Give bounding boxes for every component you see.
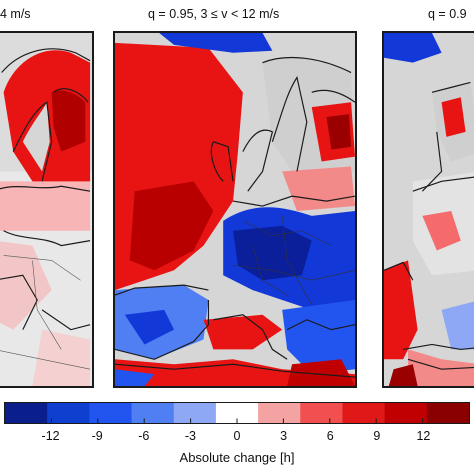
colorbar-tick-label: 0	[233, 429, 241, 443]
colorbar-tick-label: -6	[138, 429, 150, 443]
panel-title-center: q = 0.95, 3 ≤ v < 12 m/s	[148, 7, 280, 21]
colorbar-tick-label: 9	[373, 429, 381, 443]
colorbar-segment	[300, 403, 343, 423]
colorbar-svg	[5, 403, 469, 423]
panel-title-right: q = 0.9	[428, 7, 467, 21]
colorbar-segment	[131, 403, 175, 423]
map-panel-center	[113, 31, 357, 388]
colorbar-segment	[215, 403, 259, 423]
map-right-svg	[384, 33, 474, 386]
map-panel-right	[382, 31, 474, 388]
colorbar-segment	[47, 403, 90, 423]
colorbar-segment	[384, 403, 428, 423]
colorbar-segment	[342, 403, 386, 423]
region-decrease-north-right	[384, 33, 442, 63]
region-increase-iberia-right	[384, 260, 418, 360]
colorbar-tick-label: -9	[91, 429, 103, 443]
panel-title-left: 4 m/s	[0, 7, 31, 21]
colorbar-segment	[258, 403, 301, 423]
colorbar-tick-label: 12	[416, 429, 431, 443]
map-left-svg	[0, 33, 92, 386]
colorbar-tick-label: -3	[184, 429, 196, 443]
colorbar-tick-label: 3	[280, 429, 288, 443]
map-center-svg	[115, 33, 355, 386]
coastlines-left	[0, 48, 91, 331]
colorbar-tick-label: 6	[326, 429, 334, 443]
colorbar	[4, 402, 470, 424]
colorbar-ticks: -12 -9 -6 -3 0 3 6 9 12	[0, 424, 474, 454]
colorbar-segment	[89, 403, 133, 423]
colorbar-tick-label: -12	[41, 429, 60, 443]
map-panel-left	[0, 31, 94, 388]
colorbar-label: Absolute change [h]	[179, 450, 295, 465]
colorbar-segment	[426, 403, 469, 423]
colorbar-segment	[173, 403, 217, 423]
coastlines-center	[115, 57, 355, 378]
colorbar-segment	[5, 403, 48, 423]
coastlines-right	[384, 81, 474, 370]
region-decrease-north-sea	[159, 33, 273, 53]
